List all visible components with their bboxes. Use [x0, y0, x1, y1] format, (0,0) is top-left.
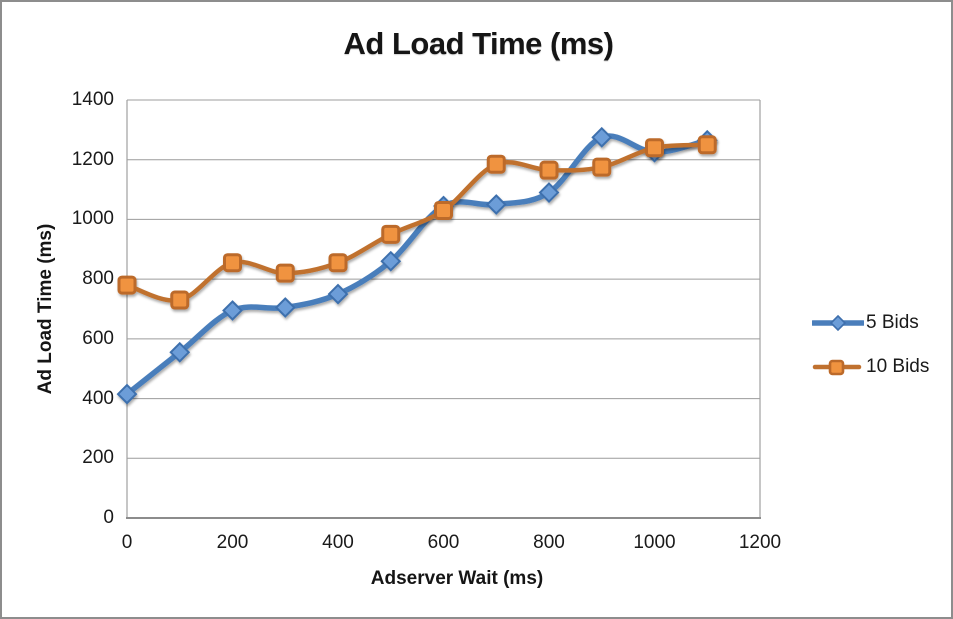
data-point-marker-10-bids-x600 [434, 200, 453, 220]
y-tick-label-400: 400 [82, 387, 114, 409]
y-tick-label-1200: 1200 [71, 148, 114, 170]
x-axis-title: Adserver Wait (ms) [370, 568, 544, 589]
data-point-marker-10-bids-x1100 [697, 135, 717, 155]
data-point-marker-10-bids-x400 [328, 253, 348, 273]
x-tick-label-400: 400 [322, 532, 354, 553]
x-tick-label-1000: 1000 [633, 532, 676, 553]
data-point-marker-5-bids-x200 [222, 300, 243, 321]
data-point-marker-5-bids-x800 [538, 182, 560, 203]
legend-label: 10 Bids [866, 356, 930, 377]
series-line [124, 133, 710, 397]
data-point-marker-10-bids-x800 [539, 160, 559, 180]
x-tick-label-200: 200 [216, 532, 249, 553]
x-tick-label-1200: 1200 [738, 532, 782, 553]
data-point-marker-5-bids-x300 [274, 297, 296, 318]
x-tick-label-0: 0 [121, 532, 133, 553]
data-point-marker-10-bids-x100 [170, 290, 190, 310]
data-point-marker-5-bids-x0 [116, 383, 138, 405]
chart-title: Ad Load Time (ms) [343, 26, 614, 61]
data-point-marker-5-bids-x500 [380, 250, 402, 272]
data-point-marker-10-bids-x900 [592, 157, 612, 177]
line-diamond-marker-icon [812, 314, 864, 332]
data-point-marker-5-bids-x700 [485, 194, 507, 215]
y-tick-label-200: 200 [82, 447, 114, 469]
y-tick-label-0: 0 [103, 507, 114, 528]
legend: 5 Bids 10 Bids [812, 312, 929, 378]
data-point-marker-5-bids-x100 [169, 341, 191, 363]
data-point-marker-10-bids-x0 [117, 275, 137, 295]
series-5-bids [116, 126, 718, 405]
legend-entry-5-bids: 5 Bids [812, 312, 929, 334]
series-10-bids [117, 135, 717, 310]
x-tick-label-600: 600 [427, 532, 460, 553]
x-tick-label-800: 800 [533, 532, 565, 553]
data-point-marker-10-bids-x300 [275, 263, 295, 283]
legend-label: 5 Bids [866, 312, 919, 333]
line-square-marker-icon [812, 359, 862, 376]
series-line [124, 142, 710, 303]
y-tick-label-1000: 1000 [71, 208, 114, 230]
data-point-marker-5-bids-x400 [327, 283, 349, 305]
y-axis-title: Ad Load Time (ms) [35, 223, 56, 395]
data-point-marker-10-bids-x700 [486, 154, 506, 174]
y-tick-label-800: 800 [82, 268, 114, 290]
data-point-marker-10-bids-x500 [381, 224, 401, 244]
data-point-marker-5-bids-x900 [591, 126, 613, 148]
legend-entry-10-bids: 10 Bids [812, 356, 929, 378]
y-tick-label-600: 600 [82, 327, 114, 349]
data-point-marker-10-bids-x1000 [645, 138, 664, 158]
data-point-marker-10-bids-x200 [223, 253, 242, 273]
y-tick-label-1400: 1400 [71, 89, 114, 110]
